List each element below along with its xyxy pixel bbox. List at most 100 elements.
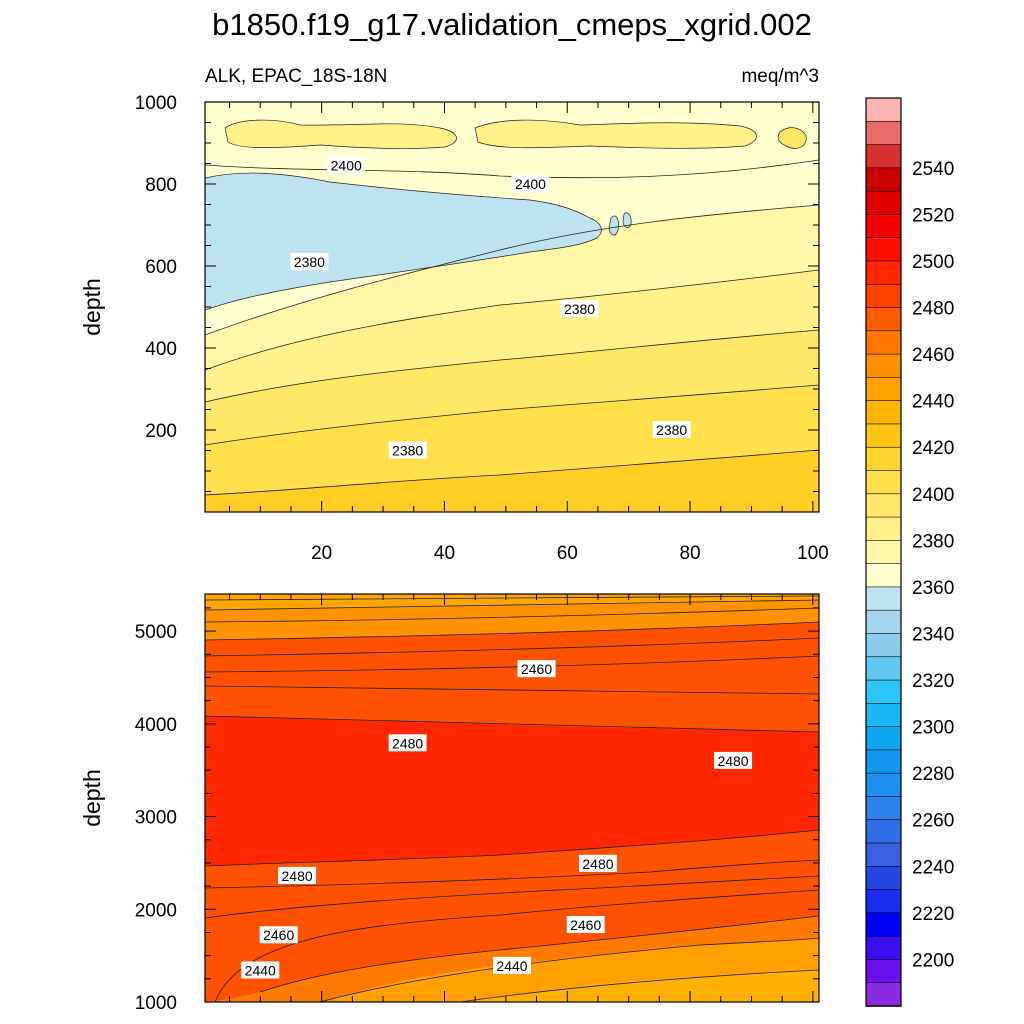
fill-band-2440-upper — [205, 594, 819, 610]
colorbar-swatch — [865, 97, 902, 123]
contour-label-box — [560, 300, 599, 318]
contour-label-box — [241, 961, 280, 979]
contour-label: 2460 — [259, 926, 298, 944]
contour-label: 2480 — [278, 866, 317, 884]
colorbar-swatch — [865, 819, 902, 844]
colorbar-swatch — [865, 144, 902, 169]
fill-band-2480 — [205, 716, 819, 866]
contour-line — [205, 829, 819, 867]
contour-label: 2480 — [578, 854, 617, 872]
fill-band-2400-spot — [777, 127, 807, 149]
colorbar-tick-label: 2440 — [912, 392, 954, 413]
colorbar-swatch — [865, 400, 902, 425]
colorbar-swatch — [865, 796, 902, 821]
colorbar-swatch — [865, 470, 902, 495]
contour-line — [205, 384, 819, 446]
contour-label: 2400 — [511, 175, 550, 192]
contour-label-box — [327, 156, 366, 174]
contour-label-text: 2380 — [564, 301, 595, 317]
contour-label: 2380 — [652, 421, 691, 438]
colorbar-swatch — [865, 190, 902, 216]
colorbar-tick-label: 2460 — [912, 345, 954, 366]
upper-y-axis-title: depth — [79, 278, 105, 336]
units-label: meq/m^3 — [741, 66, 819, 87]
contour-line — [205, 637, 819, 657]
y-tick-label: 400 — [145, 339, 177, 360]
contour-line — [205, 329, 819, 403]
y-tick-label: 3000 — [135, 808, 177, 829]
contour-line — [205, 269, 819, 371]
contour-line — [205, 204, 819, 336]
contour-label: 2460 — [566, 916, 605, 934]
contour-label: 2480 — [388, 734, 427, 752]
colorbar-swatch — [865, 609, 902, 635]
colorbar-tick-label: 2380 — [912, 531, 954, 552]
colorbar-tick-label: 2500 — [912, 252, 954, 273]
fill-band-2360-spot — [608, 215, 619, 236]
fill-band-2360-spot-2 — [622, 212, 632, 228]
lower-y-axis-title: depth — [79, 769, 105, 827]
x-tick-label: 80 — [679, 543, 700, 564]
contour-label: 2380 — [560, 300, 599, 318]
contour-label: 2460 — [517, 660, 556, 678]
colorbar-swatches — [865, 97, 902, 1007]
contour-label: 2380 — [290, 252, 329, 270]
contour-label-box — [511, 175, 550, 192]
contour-line — [459, 969, 819, 1002]
contour-label: 2480 — [714, 751, 753, 769]
colorbar-swatch — [865, 935, 902, 961]
contour-label-box — [388, 441, 427, 459]
colorbar-swatch — [865, 307, 902, 332]
contour-line — [205, 621, 819, 641]
y-tick-label: 200 — [145, 421, 177, 442]
contour-label-text: 2400 — [515, 176, 546, 192]
y-tick-label: 800 — [145, 175, 177, 196]
colorbar-swatch — [865, 353, 902, 379]
colorbar-tick-label: 2480 — [912, 299, 954, 320]
y-tick-label: 1000 — [135, 993, 177, 1014]
colorbar-frame — [865, 97, 902, 1007]
colorbar: 2200 2220 2240 2260 2280 2300 2320 2340 2360 2380… — [865, 97, 954, 1007]
y-tick-label: 5000 — [135, 622, 177, 643]
colorbar-swatch — [865, 237, 902, 262]
upper-axis-ticks: 20 40 60 80 100 200 400 600 800 1000 — [135, 93, 829, 564]
upper-panel: 2380 2380 2380 2380 2400 2400 20 40 60 80 100 200 4… — [79, 93, 829, 564]
x-tick-label: 40 — [434, 543, 455, 564]
colorbar-tick-label: 2340 — [912, 624, 954, 645]
contour-label-box — [388, 734, 427, 752]
y-tick-label: 600 — [145, 257, 177, 278]
contour-label-box — [278, 866, 317, 884]
colorbar-swatch — [865, 749, 902, 774]
colorbar-tick-label: 2220 — [912, 904, 954, 925]
colorbar-tick-label: 2360 — [912, 578, 954, 599]
colorbar-swatch — [865, 563, 902, 588]
colorbar-tick-label: 2420 — [912, 438, 954, 459]
upper-panel-fill — [205, 102, 819, 512]
contour-label: 2440 — [241, 961, 280, 979]
colorbar-swatch — [865, 982, 902, 1007]
contour-label-box — [652, 421, 691, 438]
colorbar-swatch — [865, 959, 902, 984]
colorbar-swatch — [865, 214, 902, 239]
contour-label-box — [290, 252, 329, 270]
contour-line — [214, 889, 819, 1002]
colorbar-swatch — [865, 167, 902, 192]
contour-label-text: 2380 — [392, 443, 423, 459]
contour-label-text: 2460 — [263, 927, 294, 943]
contour-label-text: 2380 — [656, 422, 687, 438]
contour-label-box — [259, 926, 298, 944]
colorbar-swatch — [865, 446, 902, 472]
lower-plot-frame — [204, 593, 820, 1003]
contour-label-text: 2480 — [282, 868, 313, 884]
upper-contour-labels: 2380 2380 2380 2380 2400 2400 — [290, 156, 691, 459]
colorbar-swatch — [865, 423, 902, 449]
contour-label-text: 2460 — [570, 917, 601, 933]
colorbar-tick-label: 2240 — [912, 857, 954, 878]
lower-panel-fill — [205, 594, 819, 1002]
colorbar-swatch — [865, 679, 902, 705]
contour-line — [205, 859, 819, 889]
y-tick-label: 4000 — [135, 715, 177, 736]
contour-label: 2380 — [388, 441, 427, 459]
colorbar-tick-label: 2260 — [912, 811, 954, 832]
contour-line — [205, 449, 819, 496]
